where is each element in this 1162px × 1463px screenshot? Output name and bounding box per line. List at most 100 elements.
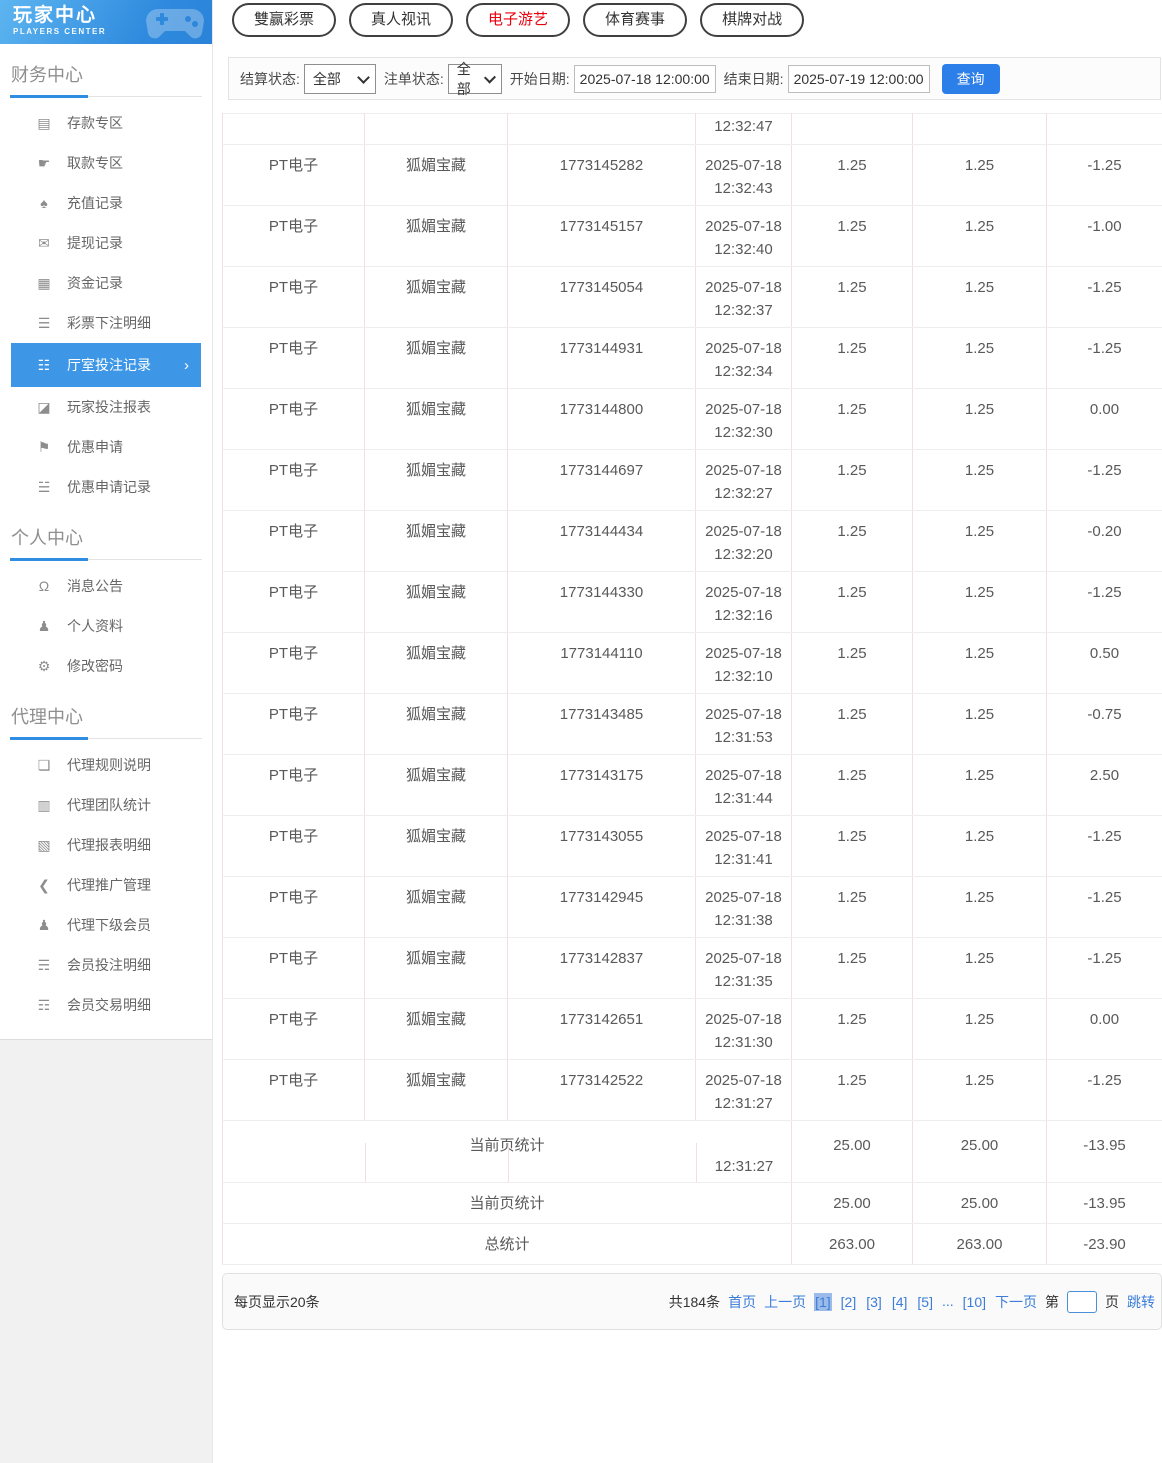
tab-live[interactable]: 真人视讯 xyxy=(349,3,454,37)
platform-cell: PT电子 xyxy=(222,449,365,511)
filter-bar: 结算状态: 全部 注单状态: 全部 开始日期: 结束日期: 查询 xyxy=(228,57,1161,100)
sidebar-item-label: 存款专区 xyxy=(67,115,123,131)
total-count-text: 共184条 xyxy=(668,1293,721,1310)
bet-amount-cell: 1.25 xyxy=(791,449,913,511)
prev-page-link[interactable]: 上一页 xyxy=(764,1293,807,1310)
page-link-4[interactable]: [4] xyxy=(891,1293,908,1310)
winloss-cell: 0.50 xyxy=(1046,632,1162,694)
sidebar-item-label: 厅室投注记录 xyxy=(67,357,151,373)
sidebar-item-withdraw[interactable]: ☛ 取款专区 xyxy=(11,143,201,183)
order-number-cell: 1773142945 xyxy=(507,876,696,938)
app-subtitle: PLAYERS CENTER xyxy=(13,27,107,36)
sidebar-item-withdrawal-record[interactable]: ✉ 提现记录 xyxy=(11,223,201,263)
sidebar-item-agent-report-detail[interactable]: ▧ 代理报表明细 xyxy=(11,825,201,865)
bet-time-cell: 2025-07-18 12:31:44 xyxy=(695,754,792,816)
settle-status-select[interactable]: 全部 xyxy=(303,63,376,94)
sidebar-item-funds-record[interactable]: ▦ 资金记录 xyxy=(11,263,201,303)
page-link-7[interactable]: [10] xyxy=(962,1293,986,1310)
page-link-3[interactable]: [3] xyxy=(866,1293,882,1310)
sidebar-item-promo-apply-record[interactable]: ☱ 优惠申请记录 xyxy=(11,467,201,507)
jump-button[interactable]: 跳转 xyxy=(1127,1293,1155,1310)
start-date-label: 开始日期: xyxy=(509,70,570,87)
sidebar-item-lottery-bet-detail[interactable]: ☰ 彩票下注明细 xyxy=(11,303,201,343)
sidebar-item-agent-rules[interactable]: ❏ 代理规则说明 xyxy=(11,745,201,785)
sidebar-item-promo-apply[interactable]: ⚑ 优惠申请 xyxy=(11,427,201,467)
sidebar-item-label: 代理推广管理 xyxy=(67,877,151,893)
tab-egames[interactable]: 电子游艺 xyxy=(466,3,571,37)
sidebar-item-agent-sub-members[interactable]: ♟ 代理下级会员 xyxy=(11,905,201,945)
order-number-cell: 1773142651 xyxy=(507,998,696,1060)
ghost-border-fragment xyxy=(696,1143,697,1182)
sidebar-item-member-bet-detail[interactable]: ☴ 会员投注明细 xyxy=(11,945,201,985)
table-row: PT电子 狐媚宝藏 1773142837 2025-07-18 12:31:35 1.25… xyxy=(222,937,1162,999)
tab-board[interactable]: 棋牌对战 xyxy=(700,3,805,37)
bet-amount-cell: 1.25 xyxy=(791,815,913,877)
sidebar-section-title: 个人中心 xyxy=(10,520,202,561)
game-cell: 狐媚宝藏 xyxy=(364,144,508,206)
winloss-cell: 0.00 xyxy=(1046,388,1162,450)
page-link-2[interactable]: [2] xyxy=(840,1293,857,1310)
table-row: PT电子 狐媚宝藏 1773144800 2025-07-18 12:32:30 1.25… xyxy=(222,388,1162,450)
page-stats-label: 当前页统计 xyxy=(222,1182,792,1224)
sidebar-item-label: 提现记录 xyxy=(67,235,123,251)
sidebar-section-title: 财务中心 xyxy=(10,57,202,98)
bet-time-cell: 2025-07-18 12:32:40 xyxy=(695,205,792,267)
bet-amount-cell: 1.25 xyxy=(791,876,913,938)
sidebar-item-change-password[interactable]: ⚙ 修改密码 xyxy=(11,646,201,686)
bell-icon: Ω xyxy=(38,578,50,594)
ghost-border-fragment xyxy=(508,1143,509,1182)
bet-time-cell: 2025-07-18 12:31:38 xyxy=(695,876,792,938)
sidebar-item-recharge-record[interactable]: ♠ 充值记录 xyxy=(11,183,201,223)
valid-amount-cell: 1.25 xyxy=(912,205,1047,267)
platform-cell xyxy=(222,113,365,145)
sidebar-sections: 财务中心 ▤ 存款专区 ☛ 取款专区 ♠ 充值记录 ✉ 提现记录 ▦ 资金记录 ☰ 彩票下注明细 ☷ 厅室投… xyxy=(0,57,212,1025)
bet-time-cell: 2025-07-18 12:31:35 xyxy=(695,937,792,999)
sidebar-item-deposit[interactable]: ▤ 存款专区 xyxy=(11,103,201,143)
platform-cell: PT电子 xyxy=(222,327,365,389)
query-button[interactable]: 查询 xyxy=(941,63,1000,94)
winloss-cell: -1.25 xyxy=(1046,937,1162,999)
table-row: PT电子 狐媚宝藏 1773144697 2025-07-18 12:32:27 1.25… xyxy=(222,449,1162,511)
sidebar-item-profile[interactable]: ♟ 个人资料 xyxy=(11,606,201,646)
page-link-1[interactable]: [1] xyxy=(814,1292,832,1311)
sidebar-item-agent-team-stats[interactable]: ▥ 代理团队统计 xyxy=(11,785,201,825)
winloss-cell: -1.00 xyxy=(1046,205,1162,267)
tab-lottery[interactable]: 雙赢彩票 xyxy=(232,3,337,37)
game-cell: 狐媚宝藏 xyxy=(364,510,508,572)
order-number-cell: 1773142837 xyxy=(507,937,696,999)
valid-amount-cell: 1.25 xyxy=(912,632,1047,694)
game-cell: 狐媚宝藏 xyxy=(364,754,508,816)
winloss-cell: -1.25 xyxy=(1046,144,1162,206)
sidebar-item-hall-bet-record[interactable]: ☷ 厅室投注记录 › xyxy=(11,343,201,387)
grand-total-label: 总统计 xyxy=(222,1223,792,1265)
grand-total-bet: 263.00 xyxy=(791,1223,913,1265)
first-page-link[interactable]: 首页 xyxy=(728,1293,757,1310)
page-link-5[interactable]: [5] xyxy=(917,1293,933,1310)
sidebar-item-announcements[interactable]: Ω 消息公告 xyxy=(11,566,201,606)
table-row: PT电子 狐媚宝藏 1773143175 2025-07-18 12:31:44 1.25… xyxy=(222,754,1162,816)
end-date-input[interactable] xyxy=(787,64,930,93)
sidebar-item-label: 彩票下注明细 xyxy=(67,315,151,331)
list-icon: ☰ xyxy=(37,314,51,331)
sidebar-item-agent-promotion[interactable]: ❮ 代理推广管理 xyxy=(11,865,201,905)
sidebar-section-list: Ω 消息公告 ♟ 个人资料 ⚙ 修改密码 xyxy=(0,560,212,686)
ghost-border-fragment xyxy=(365,1143,366,1182)
chevron-down-icon xyxy=(483,71,496,83)
jump-page-input[interactable] xyxy=(1067,1290,1097,1313)
platform-cell: PT电子 xyxy=(222,754,365,816)
game-cell: 狐媚宝藏 xyxy=(364,937,508,999)
bet-time-cell: 2025-07-18 12:32:10 xyxy=(695,632,792,694)
table-row-partial: 12:32:47 xyxy=(222,113,1162,145)
next-page-link[interactable]: 下一页 xyxy=(995,1293,1037,1310)
sidebar-item-player-bet-report[interactable]: ◪ 玩家投注报表 xyxy=(11,387,201,427)
sidebar-item-label: 会员交易明细 xyxy=(67,997,151,1013)
bet-time-cell: 2025-07-18 12:32:20 xyxy=(695,510,792,572)
start-date-input[interactable] xyxy=(573,64,716,93)
order-status-select[interactable]: 全部 xyxy=(447,61,502,97)
valid-amount-cell: 1.25 xyxy=(912,327,1047,389)
bet-time-cell: 2025-07-18 12:31:30 xyxy=(695,998,792,1060)
order-number-cell: 1773145157 xyxy=(507,205,696,267)
tab-sports[interactable]: 体育赛事 xyxy=(583,3,688,37)
sidebar-item-member-transaction-detail[interactable]: ☶ 会员交易明细 xyxy=(11,985,201,1025)
page-stats-valid: 25.00 xyxy=(912,1182,1047,1224)
